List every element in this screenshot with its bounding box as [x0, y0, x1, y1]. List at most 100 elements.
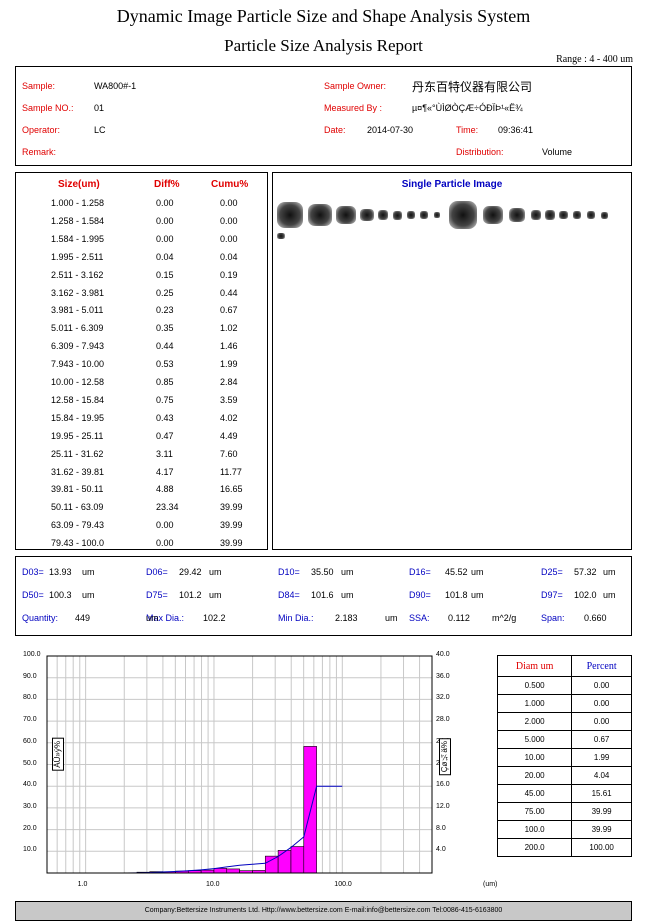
- operator-label: Operator:: [22, 125, 61, 135]
- cell-size: 1.995 - 2.511: [51, 251, 104, 262]
- table-row: 1.995 - 2.511 0.04 0.04: [16, 252, 271, 270]
- y-left-tick-label: 20.0: [23, 824, 37, 832]
- table-row: 3.162 - 3.981 0.25 0.44: [16, 288, 271, 306]
- cell-size: 3.981 - 5.011: [51, 305, 104, 316]
- stat-label: D06=: [146, 567, 168, 577]
- cell-size: 7.943 - 10.00: [51, 359, 105, 370]
- cell-diff: 0.35: [156, 323, 174, 334]
- cell-cumu: 0.00: [220, 215, 238, 226]
- stat-value: 13.93: [49, 567, 72, 577]
- x-tick-label: 100.0: [334, 881, 352, 888]
- table-row: 1.584 - 1.995 0.00 0.00: [16, 234, 271, 252]
- cell-diff: 0.00: [156, 233, 174, 244]
- cumulative-axis-label: ÀÛ»ý%: [52, 738, 64, 771]
- stat-value: 101.2: [179, 590, 202, 600]
- stat-unit: um: [603, 590, 616, 600]
- cell-size: 79.43 - 100.0: [51, 538, 105, 549]
- percent-cell: 4.04: [571, 766, 632, 785]
- cell-diff: 0.44: [156, 341, 174, 352]
- particle-thumbnail: [393, 210, 402, 220]
- diam-cell: 75.00: [496, 802, 573, 821]
- stat-value: 101.8: [445, 590, 468, 600]
- diam-cell: 200.0: [496, 838, 573, 857]
- cell-size: 1.584 - 1.995: [51, 233, 105, 244]
- table-row: 20.00 4.04: [496, 766, 632, 785]
- table-row: 3.981 - 5.011 0.23 0.67: [16, 305, 271, 323]
- particle-thumbnail: [601, 211, 608, 219]
- percent-header: Percent: [571, 655, 632, 677]
- table-row: 200.0 100.00: [496, 838, 632, 857]
- cell-cumu: 39.99: [220, 502, 243, 513]
- stat-value: 57.32: [574, 567, 597, 577]
- y-left-tick-label: 10.0: [23, 846, 37, 854]
- histogram-bar: [264, 855, 279, 874]
- cell-diff: 0.53: [156, 359, 174, 370]
- cumu-header: Cumu%: [211, 179, 249, 190]
- particle-thumbnail: [449, 201, 477, 229]
- particle-thumbnail: [308, 204, 332, 226]
- operator-value: LC: [94, 125, 106, 135]
- particle-thumbnail: [336, 206, 356, 224]
- stat-value: 45.52: [445, 567, 468, 577]
- table-row: 25.11 - 31.62 3.11 7.60: [16, 449, 271, 467]
- diam-cell: 100.0: [496, 820, 573, 839]
- cell-diff: 0.43: [156, 412, 174, 423]
- stat-label: Span:: [541, 613, 565, 623]
- stat-unit: um: [146, 613, 159, 623]
- cell-diff: 23.34: [156, 502, 179, 513]
- cell-cumu: 4.49: [220, 430, 238, 441]
- table-row: 79.43 - 100.0 0.00 39.99: [16, 538, 271, 556]
- sample-value: WA800#-1: [94, 81, 137, 91]
- table-row: 5.000 0.67: [496, 730, 632, 749]
- table-row: 19.95 - 25.11 0.47 4.49: [16, 431, 271, 449]
- cell-diff: 4.17: [156, 466, 174, 477]
- cell-diff: 0.00: [156, 538, 174, 549]
- particle-thumbnail: [483, 206, 503, 224]
- cell-size: 19.95 - 25.11: [51, 430, 104, 441]
- date-value: 2014-07-30: [367, 125, 414, 135]
- cell-size: 63.09 - 79.43: [51, 520, 105, 531]
- y-right-tick-label: 32.0: [436, 694, 450, 702]
- time-label: Time:: [456, 125, 479, 135]
- distribution-value: Volume: [542, 147, 573, 157]
- table-row: 0.500 0.00: [496, 676, 632, 695]
- measured-by-value: µ¤¶«°ÙÌØÒÇÆ÷ÓÐÏÞ¹«Ë¾: [412, 103, 523, 113]
- y-left-tick-label: 80.0: [23, 694, 37, 702]
- particle-thumbnail: [545, 210, 555, 220]
- distribution-label: Distribution:: [456, 147, 504, 157]
- y-left-tick-label: 30.0: [23, 802, 37, 810]
- percent-table: Diam um Percent 0.500 0.00 1.000 0.00 2.000 0…: [496, 655, 632, 857]
- particle-thumbnail: [277, 233, 285, 239]
- table-row: 2.000 0.00: [496, 712, 632, 731]
- stat-label: D50=: [22, 590, 44, 600]
- y-right-tick-label: 36.0: [436, 672, 450, 680]
- size-distribution-table: Size(um) Diff% Cumu% 1.000 - 1.258 0.00 0.…: [15, 172, 268, 550]
- stat-label: SSA:: [409, 613, 430, 623]
- percent-cell: 0.67: [571, 730, 632, 749]
- particle-thumbnail: [420, 211, 428, 219]
- stat-unit: um: [471, 567, 484, 577]
- cell-cumu: 11.77: [220, 466, 242, 477]
- plot-frame: [46, 655, 433, 874]
- company-footer: Company:Bettersize Instruments Ltd. Http…: [15, 901, 632, 921]
- cell-size: 10.00 - 12.58: [51, 377, 105, 387]
- table-row: 1.258 - 1.584 0.00 0.00: [16, 216, 271, 234]
- table-row: 15.84 - 19.95 0.43 4.02: [16, 413, 271, 431]
- cell-diff: 0.75: [156, 394, 174, 405]
- histogram-bar: [213, 868, 228, 874]
- stat-label: Min Dia.:: [278, 613, 314, 623]
- y-left-tick-label: 60.0: [23, 737, 37, 745]
- diam-cell: 45.00: [496, 784, 573, 803]
- cell-cumu: 39.99: [220, 520, 243, 531]
- cell-cumu: 0.44: [220, 287, 238, 298]
- range-label: Range : 4 - 400 um: [556, 54, 633, 65]
- particle-thumbnail: [573, 211, 581, 219]
- y-left-tick-label: 100.0: [23, 651, 41, 658]
- cell-size: 50.11 - 63.09: [51, 502, 104, 513]
- stat-unit: um: [209, 567, 222, 577]
- stat-label: Quantity:: [22, 613, 59, 623]
- stat-label: D97=: [541, 590, 563, 600]
- table-row: 31.62 - 39.81 4.17 11.77: [16, 467, 271, 485]
- diam-cell: 20.00: [496, 766, 573, 785]
- percent-cell: 1.99: [571, 748, 632, 767]
